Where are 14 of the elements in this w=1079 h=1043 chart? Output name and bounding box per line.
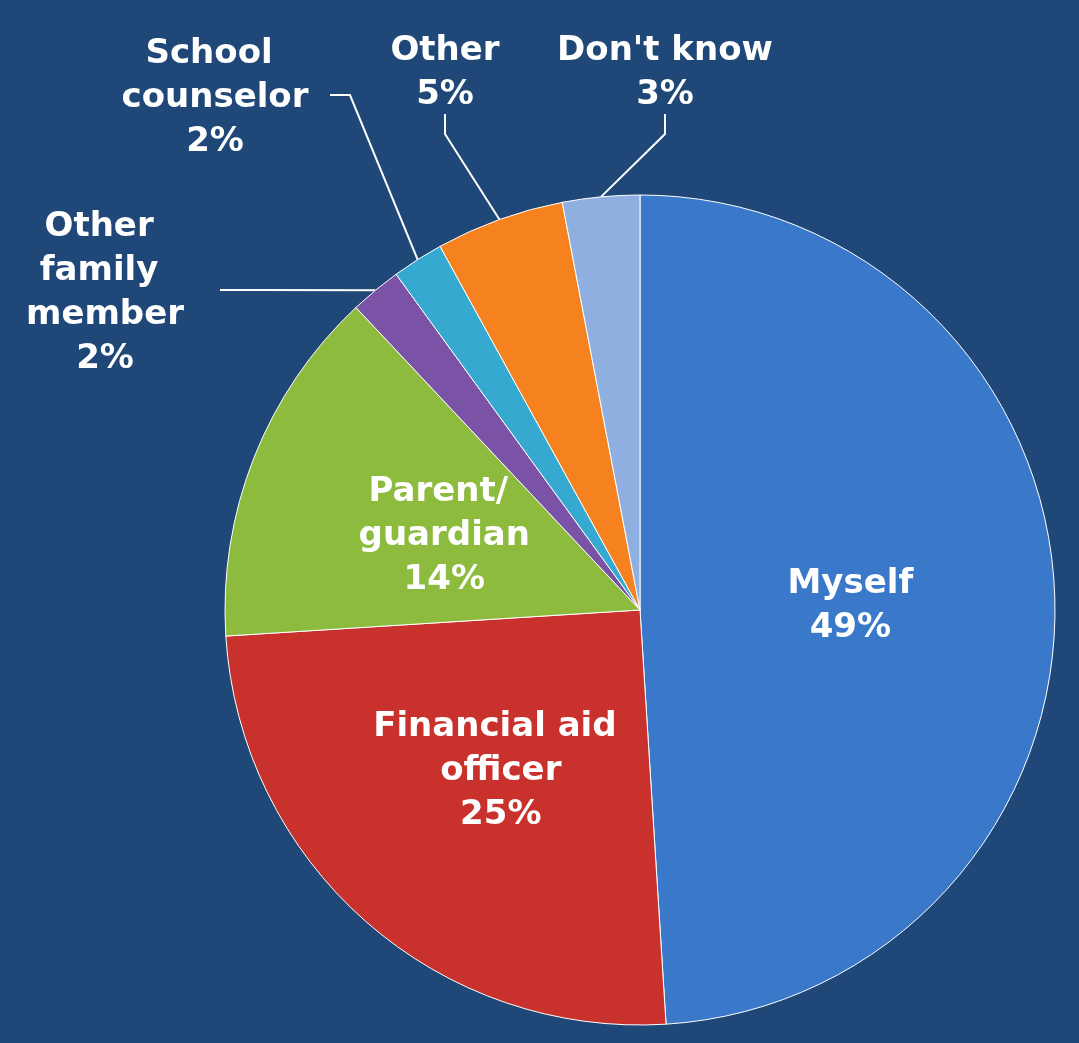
data-label: 2% — [186, 119, 244, 159]
data-label: 25% — [460, 791, 542, 832]
slice-label: Other — [390, 28, 500, 68]
data-label: 2% — [76, 336, 134, 376]
slice-label: Financial aid officer — [373, 703, 629, 788]
slice-label: Myself — [787, 561, 915, 602]
slice-label: Don't know — [557, 28, 773, 68]
slice-label: School counselor — [121, 31, 309, 115]
slice-label: Other family member — [25, 204, 185, 332]
data-label: 5% — [416, 72, 474, 112]
data-label: 3% — [636, 72, 694, 112]
data-label: 49% — [809, 605, 892, 646]
slice-label: Parent/ guardian — [358, 468, 530, 553]
data-label: 14% — [403, 556, 485, 597]
